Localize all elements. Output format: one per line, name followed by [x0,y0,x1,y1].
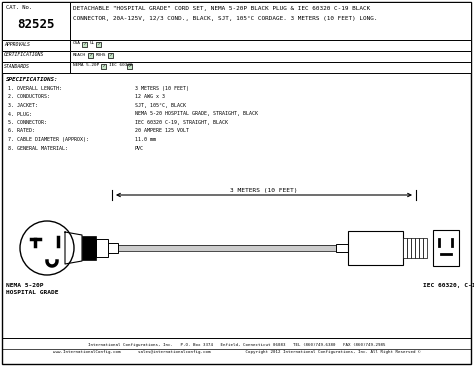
Text: SPECIFICATIONS:: SPECIFICATIONS: [6,77,58,82]
Bar [70,2,471,40]
Bar [118,245,348,251]
Text: 11.0 mm: 11.0 mm [135,137,156,142]
Bar [82,42,87,47]
Bar [127,64,132,69]
Text: 7. CABLE DIAMETER (APPROX):: 7. CABLE DIAMETER (APPROX): [8,137,89,142]
Text: IEC 60320, C-19: IEC 60320, C-19 [423,283,474,288]
Text: 4. PLUG:: 4. PLUG: [8,112,32,116]
Text: 20 AMPERE 125 VOLT: 20 AMPERE 125 VOLT [135,128,189,134]
Text: ✓: ✓ [102,64,105,68]
Text: CERTIFICATIONS: CERTIFICATIONS [4,52,44,57]
Bar [433,230,459,266]
Bar [423,238,427,258]
Text: 3 METERS (10 FEET): 3 METERS (10 FEET) [230,188,298,193]
Text: 6. RATED:: 6. RATED: [8,128,35,134]
Bar [2,51,70,62]
Bar [101,64,106,69]
Text: DETACHABLE "HOSPITAL GRADE" CORD SET, NEMA 5-20P BLACK PLUG & IEC 60320 C-19 BLA: DETACHABLE "HOSPITAL GRADE" CORD SET, NE… [73,6,370,11]
Bar [108,243,118,253]
Text: www.InternationalConfig.com       sales@internationalconfig.com              Cop: www.InternationalConfig.com sales@intern… [53,350,421,354]
Polygon shape [65,232,82,264]
Bar [70,62,471,73]
Bar [108,53,113,58]
Text: NEMA 5-20P: NEMA 5-20P [6,283,44,288]
Text: IEC 60320 C-19, STRAIGHT, BLACK: IEC 60320 C-19, STRAIGHT, BLACK [135,120,228,125]
Text: IEC 60320: IEC 60320 [109,63,133,67]
Text: 2. CONDUCTORS:: 2. CONDUCTORS: [8,94,50,100]
Text: ✓: ✓ [83,42,86,46]
Text: ✓: ✓ [98,42,100,46]
Text: 3. JACKET:: 3. JACKET: [8,103,38,108]
Bar [96,239,108,257]
Text: 8. GENERAL MATERIAL:: 8. GENERAL MATERIAL: [8,146,68,150]
Text: CAT. No.: CAT. No. [6,5,32,10]
Text: STANDARDS: STANDARDS [4,63,30,68]
Bar [82,236,96,260]
Circle shape [20,221,74,275]
Bar [70,40,471,51]
Bar [2,62,70,73]
Text: 12 AWG x 3: 12 AWG x 3 [135,94,165,100]
Bar [415,238,419,258]
Text: CSA: CSA [73,41,81,45]
Text: 1. OVERALL LENGTH:: 1. OVERALL LENGTH: [8,86,62,91]
Bar [70,51,471,62]
Text: ROHS: ROHS [96,52,107,56]
Text: UL: UL [90,41,95,45]
Bar [336,244,348,252]
Text: NEMA 5-20P: NEMA 5-20P [73,63,99,67]
Bar [2,40,70,51]
Text: PVC: PVC [135,146,144,150]
Text: NEMA 5-20 HOSPITAL GRADE, STRAIGHT, BLACK: NEMA 5-20 HOSPITAL GRADE, STRAIGHT, BLAC… [135,112,258,116]
Bar [2,2,70,40]
Bar [96,42,101,47]
Text: 3 METERS (10 FEET): 3 METERS (10 FEET) [135,86,189,91]
Bar [403,238,407,258]
Text: REACH: REACH [73,52,86,56]
Text: 5. CONNECTOR:: 5. CONNECTOR: [8,120,47,125]
Text: ✓: ✓ [109,53,112,57]
Text: CONNECTOR, 20A-125V, 12/3 COND., BLACK, SJT, 105°C CORDAGE. 3 METERS (10 FEET) L: CONNECTOR, 20A-125V, 12/3 COND., BLACK, … [73,16,377,21]
Bar [411,238,415,258]
Text: HOSPITAL GRADE: HOSPITAL GRADE [6,290,58,295]
Text: International Configurations, Inc.   P.O. Box 3374   Enfield, Connecticut 06083 : International Configurations, Inc. P.O. … [88,343,386,347]
Text: ✓: ✓ [90,53,92,57]
Bar [348,231,403,265]
Bar [407,238,411,258]
Bar [88,53,93,58]
Text: ✓: ✓ [128,64,131,68]
Text: 82525: 82525 [17,18,55,30]
Bar [419,238,423,258]
Text: SJT, 105°C, BLACK: SJT, 105°C, BLACK [135,103,186,108]
Text: APPROVALS: APPROVALS [4,41,30,46]
